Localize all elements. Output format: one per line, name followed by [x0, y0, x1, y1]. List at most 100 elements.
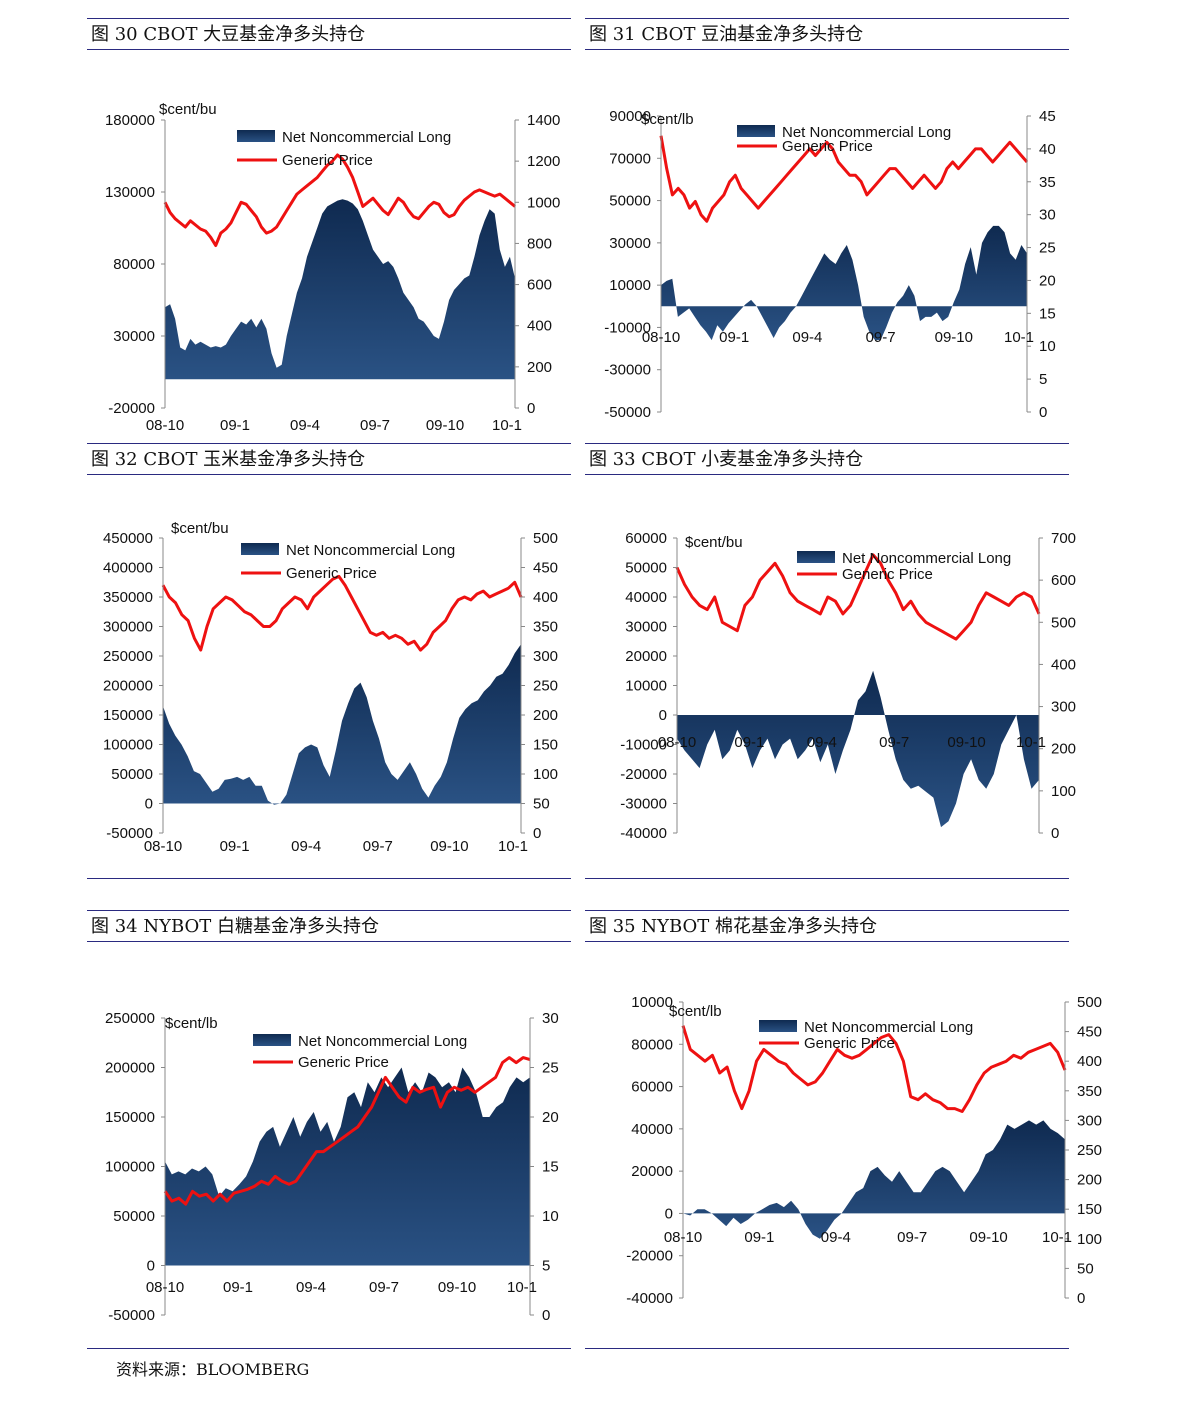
- right-tick-label: 25: [542, 1060, 559, 1077]
- chart-34: -50000 0 50000 100000 150000 200000 250000 0 5 10…: [105, 1010, 559, 1324]
- right-tick-label: 150: [1077, 1201, 1102, 1218]
- right-tick-label: 100: [1051, 783, 1076, 800]
- right-tick-label: 50: [1077, 1260, 1094, 1277]
- left-tick-label: 40000: [625, 589, 667, 606]
- price-line: [681, 1025, 1067, 1113]
- legend-swatch-area: [253, 1034, 291, 1046]
- right-tick-label: 40: [1039, 141, 1056, 158]
- right-tick-label: 200: [1051, 741, 1076, 758]
- right-tick-label: 500: [1077, 994, 1102, 1011]
- chart-30: -20000 30000 80000 130000 180000 0 200 400 600 80…: [105, 101, 560, 434]
- left-tick-label: 100000: [105, 1159, 155, 1176]
- right-tick-label: 700: [1051, 530, 1076, 547]
- right-tick-label: 200: [527, 359, 552, 376]
- right-tick-label: 10: [1039, 338, 1056, 355]
- unit-label: $cent/lb: [165, 1015, 218, 1032]
- x-tick-label: 09-10: [438, 1279, 476, 1296]
- right-tick-label: 100: [1077, 1231, 1102, 1248]
- unit-label: $cent/bu: [159, 101, 217, 118]
- left-tick-label: 0: [147, 1258, 155, 1275]
- right-tick-label: 450: [1077, 1024, 1102, 1041]
- unit-label: $cent/lb: [641, 111, 694, 128]
- net-long-area: [661, 225, 1027, 341]
- left-tick-label: 250000: [103, 648, 153, 665]
- x-tick-label: 08-10: [146, 1279, 184, 1296]
- x-tick-label: 09-10: [947, 734, 985, 751]
- net-long-area: [165, 199, 515, 380]
- unit-label: $cent/bu: [171, 520, 229, 537]
- x-tick-label: 08-10: [144, 838, 182, 855]
- left-tick-label: 300000: [103, 619, 153, 636]
- left-tick-label: 450000: [103, 530, 153, 547]
- right-tick-label: 20: [542, 1109, 559, 1126]
- left-tick-label: -50000: [106, 825, 153, 842]
- x-tick-label: 09-10: [426, 417, 464, 434]
- legend-label-net-long: Net Noncommercial Long: [298, 1033, 467, 1050]
- legend-swatch-area: [237, 130, 275, 142]
- right-tick-label: 1400: [527, 112, 560, 129]
- chart-title: 图 31 CBOT 豆油基金净多头持仓: [585, 18, 1069, 50]
- left-tick-label: 0: [665, 1205, 673, 1222]
- x-tick-label: 09-4: [296, 1279, 326, 1296]
- left-tick-label: 200000: [105, 1060, 155, 1077]
- chart-title: 图 34 NYBOT 白糖基金净多头持仓: [87, 910, 571, 942]
- legend-label-price: Generic Price: [282, 152, 373, 169]
- price-line: [163, 153, 516, 247]
- divider: [585, 878, 1069, 879]
- left-tick-label: 130000: [105, 184, 155, 201]
- right-tick-label: 100: [533, 766, 558, 783]
- right-tick-label: 150: [533, 737, 558, 754]
- unit-label: $cent/bu: [685, 534, 743, 551]
- left-tick-label: 250000: [105, 1010, 155, 1027]
- x-tick-label: 10-1: [498, 838, 528, 855]
- left-tick-label: 150000: [103, 707, 153, 724]
- chart-31: -50000 -30000 -10000 10000 30000 50000 70000 90…: [604, 108, 1056, 421]
- legend-swatch-area: [241, 543, 279, 555]
- x-tick-label: 09-1: [220, 838, 250, 855]
- x-tick-label: 09-10: [935, 329, 973, 346]
- x-tick-label: 08-10: [664, 1229, 702, 1246]
- chart-title: 图 33 CBOT 小麦基金净多头持仓: [585, 443, 1069, 475]
- left-tick-label: 150000: [105, 1109, 155, 1126]
- right-tick-label: 600: [527, 277, 552, 294]
- right-tick-label: 200: [533, 707, 558, 724]
- legend-label-price: Generic Price: [842, 566, 933, 583]
- x-tick-label: 10-1: [507, 1279, 537, 1296]
- x-tick-label: 09-1: [744, 1229, 774, 1246]
- legend-label-price: Generic Price: [804, 1035, 895, 1052]
- right-tick-label: 500: [533, 530, 558, 547]
- x-tick-label: 09-4: [821, 1229, 851, 1246]
- right-tick-label: 1200: [527, 153, 560, 170]
- x-tick-label: 09-4: [291, 838, 321, 855]
- right-tick-label: 0: [533, 825, 541, 842]
- right-tick-label: 400: [1077, 1053, 1102, 1070]
- right-tick-label: 300: [1077, 1112, 1102, 1129]
- left-tick-label: -40000: [620, 825, 667, 842]
- right-tick-label: 20: [1039, 272, 1056, 289]
- x-tick-label: 10-1: [1016, 734, 1046, 751]
- left-tick-label: -50000: [604, 404, 651, 421]
- right-tick-label: 250: [1077, 1142, 1102, 1159]
- left-tick-label: 20000: [625, 648, 667, 665]
- right-tick-label: 350: [1077, 1083, 1102, 1100]
- left-tick-label: 30000: [609, 235, 651, 252]
- left-tick-label: 180000: [105, 112, 155, 129]
- left-tick-label: 80000: [113, 256, 155, 273]
- legend-label-net-long: Net Noncommercial Long: [804, 1019, 973, 1036]
- left-tick-label: 70000: [609, 150, 651, 167]
- left-tick-label: 30000: [625, 619, 667, 636]
- right-tick-label: 15: [1039, 305, 1056, 322]
- right-tick-label: 400: [533, 589, 558, 606]
- left-tick-label: 10000: [631, 994, 673, 1011]
- left-tick-label: 10000: [625, 678, 667, 695]
- right-tick-label: 25: [1039, 240, 1056, 257]
- x-tick-label: 09-1: [220, 417, 250, 434]
- chart-title: 图 32 CBOT 玉米基金净多头持仓: [87, 443, 571, 475]
- chart-35: -40000-200000200004000060000800001000005…: [626, 994, 1102, 1307]
- right-tick-label: 300: [1051, 699, 1076, 716]
- right-tick-label: 350: [533, 619, 558, 636]
- legend-label-net-long: Net Noncommercial Long: [282, 129, 451, 146]
- x-tick-label: 09-1: [223, 1279, 253, 1296]
- legend-label-net-long: Net Noncommercial Long: [842, 550, 1011, 567]
- left-tick-label: -40000: [626, 1290, 673, 1307]
